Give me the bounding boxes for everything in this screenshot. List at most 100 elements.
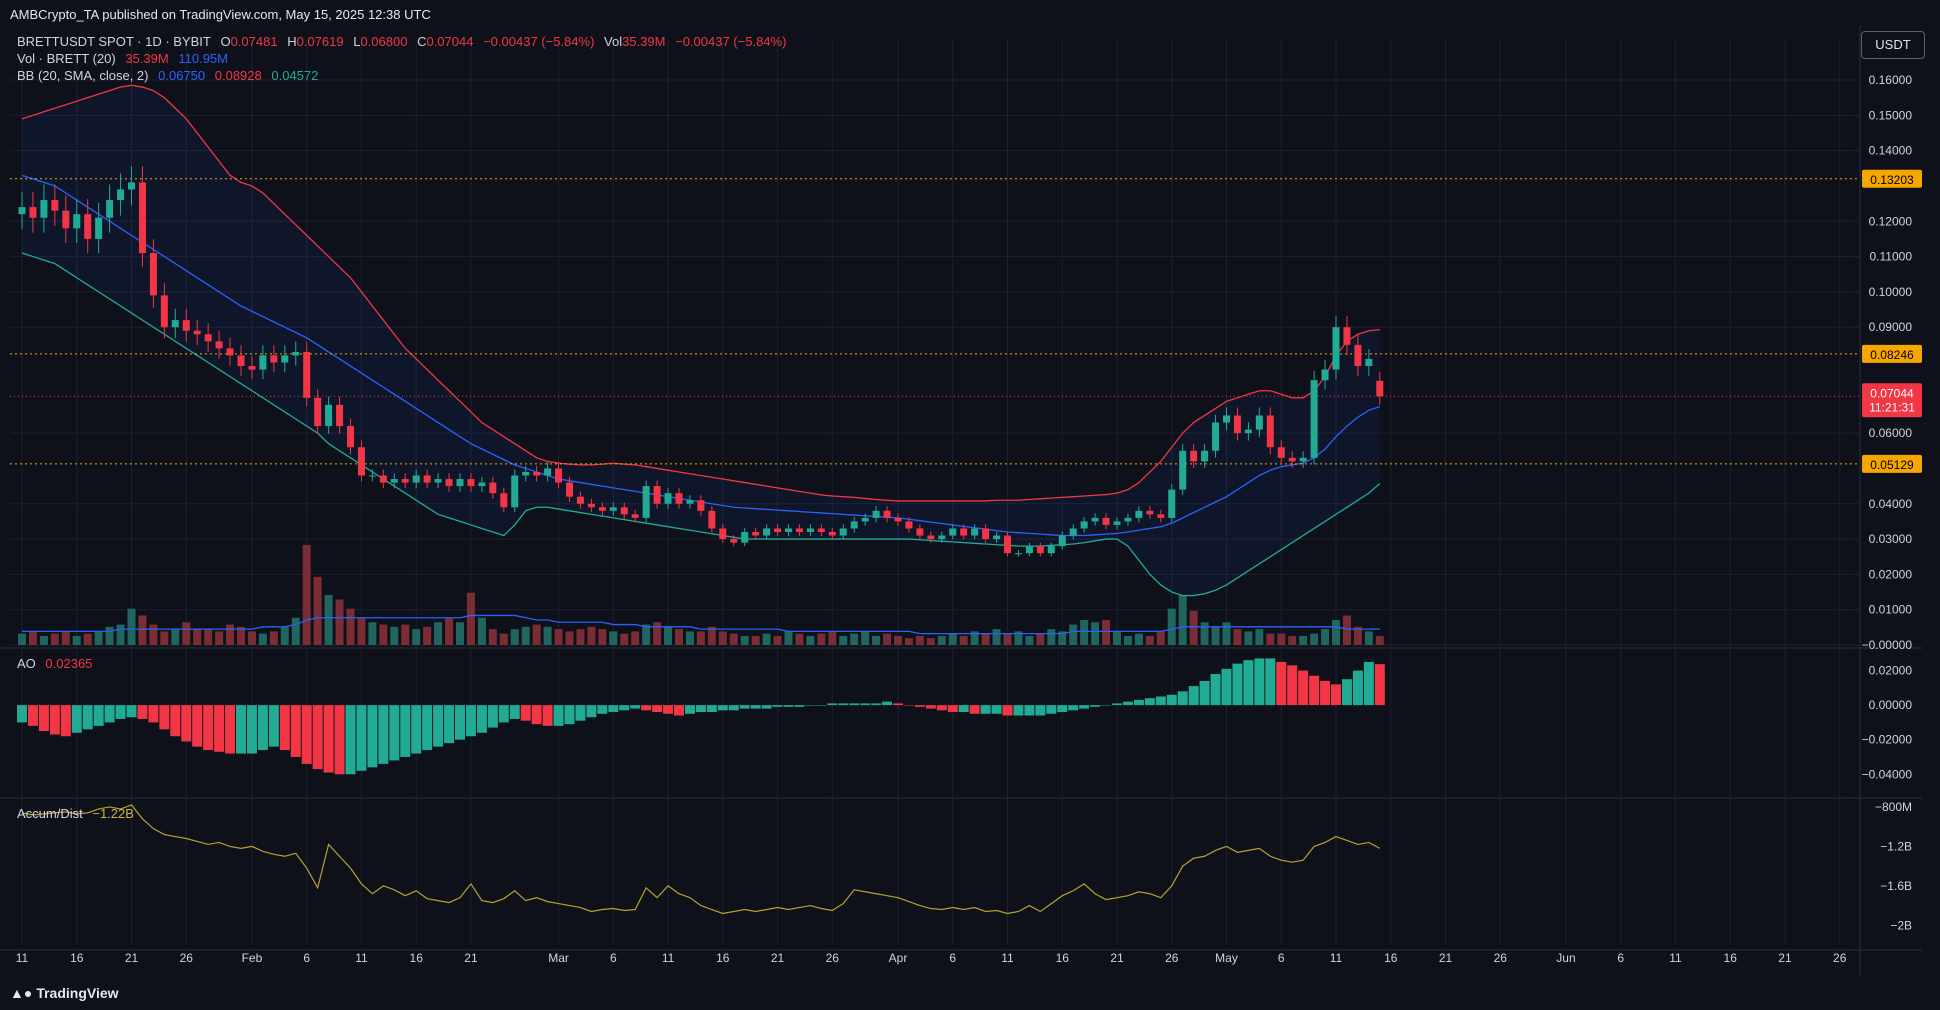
ao-indicator-name[interactable]: AO (17, 656, 36, 671)
candle-body (445, 479, 453, 487)
candle-body (697, 500, 705, 511)
ao-tick-label: 0.02000 (1869, 664, 1913, 678)
ao-bar (1155, 696, 1166, 706)
candle-body (1036, 546, 1044, 554)
ao-bar (1122, 701, 1133, 706)
ao-bar (1199, 680, 1210, 706)
ao-bar (750, 705, 761, 709)
candle-body (763, 528, 771, 536)
ao-bar (1341, 679, 1352, 706)
volume-indicator-name[interactable]: Vol · BRETT (20) (17, 51, 116, 66)
open-label: O (220, 34, 231, 49)
ao-bar (1079, 705, 1090, 709)
volume-bar (795, 633, 804, 645)
volume-bar (193, 629, 202, 645)
ao-bar (1144, 698, 1155, 706)
volume-bar (379, 624, 388, 645)
candle-body (1004, 535, 1011, 554)
candle-body (894, 517, 902, 522)
time-tick-label: 26 (180, 951, 194, 965)
candle-body (1244, 429, 1252, 434)
volume-bar (817, 633, 826, 645)
candle-body (850, 521, 858, 529)
currency-button[interactable]: USDT (1861, 31, 1925, 59)
volume-bar (762, 633, 771, 645)
volume-bar (1277, 633, 1286, 645)
volume-bar (1080, 620, 1089, 645)
ao-bar (455, 705, 465, 740)
time-tick-label: Feb (242, 951, 263, 965)
ao-bar (1188, 686, 1199, 706)
candle-body (1233, 415, 1241, 434)
volume-bar (1003, 633, 1012, 645)
ao-tick-label: 0.00000 (1869, 698, 1913, 712)
volume-bar (1113, 631, 1121, 645)
volume-bar (872, 635, 881, 645)
volume-bar (39, 635, 48, 645)
ao-bar (367, 705, 378, 768)
volume-bar (1244, 631, 1253, 645)
ao-bar (1221, 668, 1232, 706)
ao-bar (1166, 694, 1177, 706)
candle-body (18, 207, 26, 215)
candle-body (522, 471, 530, 476)
level-price-tag (1862, 454, 1922, 473)
volume-bar (773, 635, 782, 645)
ao-bar (345, 705, 356, 775)
time-tick-label: 26 (1165, 951, 1179, 965)
time-tick-label: 6 (610, 951, 617, 965)
volume-bar (226, 624, 235, 645)
candle-body (631, 514, 639, 518)
candles[interactable] (18, 166, 1384, 557)
candle-body (752, 532, 760, 536)
volume-bar (1123, 635, 1132, 645)
ao-bar (564, 705, 575, 725)
bb-band-area (22, 85, 1380, 596)
volume-bar (72, 635, 81, 645)
ao-bar (487, 705, 498, 728)
candle-body (357, 447, 365, 476)
volume-bar (149, 624, 158, 645)
ao-bar (597, 705, 608, 714)
ao-bar (849, 703, 860, 706)
candle-body (883, 510, 891, 518)
time-tick-label: May (1215, 951, 1238, 965)
bb-upper-value: 0.08928 (214, 68, 262, 83)
candle-body (1091, 517, 1099, 522)
ao-bar (1309, 675, 1320, 706)
ao-bar (170, 705, 181, 737)
volume-bar (521, 626, 530, 645)
volume-bar (576, 629, 585, 645)
ao-bar (608, 705, 619, 713)
level-price-tag (1862, 169, 1922, 188)
candle-body (489, 482, 497, 494)
price-tick-label: 0.09000 (1869, 320, 1913, 334)
ao-bar (82, 705, 93, 730)
price-tick-label: 0.02000 (1869, 567, 1913, 581)
ao-bar (728, 705, 739, 711)
candle-body (598, 507, 606, 511)
volume-bar (171, 629, 180, 645)
time-tick-label: 21 (1439, 951, 1453, 965)
symbol-name[interactable]: BRETTUSDT SPOT · 1D · BYBIT (17, 34, 211, 49)
candle-body (248, 366, 256, 370)
candle-body (1376, 380, 1384, 397)
ad-legend: Accum/Dist −1.22B (17, 806, 140, 821)
candle-body (566, 482, 573, 497)
candle-body (949, 528, 957, 536)
ad-indicator-name[interactable]: Accum/Dist (17, 806, 83, 821)
high-label: H (287, 34, 297, 49)
volume-bar (401, 624, 410, 645)
candle-body (1047, 546, 1055, 554)
tradingview-logo-icon: ▲● (10, 985, 33, 1001)
volume-bar (182, 622, 191, 645)
tradingview-brand[interactable]: ▲● TradingView (10, 985, 119, 1001)
time-axis[interactable]: 11 16 21 26 Feb 6 11 16 21 Mar 6 11 16 21 26 Apr 6 11 16 21… (16, 951, 1847, 965)
candle-body (533, 471, 541, 476)
price-axis[interactable]: 0.16000 0.15000 0.14000 0.12000 0.11000 0.100… (1862, 73, 1913, 932)
volume-bar (740, 635, 749, 645)
price-tick-label: 0.14000 (1869, 144, 1913, 158)
volume-bar (1200, 622, 1209, 645)
bb-indicator-name[interactable]: BB (20, SMA, close, 2) (17, 68, 149, 83)
